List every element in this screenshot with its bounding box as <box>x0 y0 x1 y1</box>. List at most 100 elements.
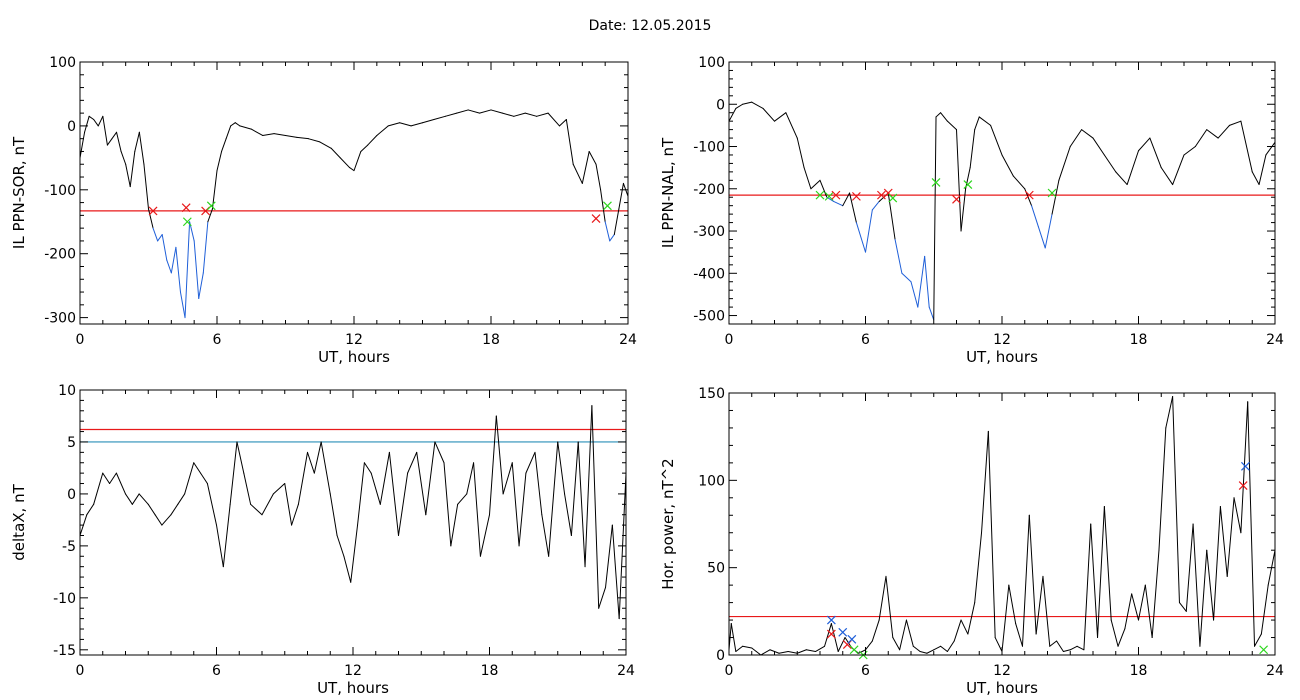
series-segment <box>598 586 607 609</box>
series-segment <box>605 524 613 588</box>
y-tick-label: -300 <box>44 311 76 327</box>
series-segment <box>106 138 113 146</box>
x-axis-label: UT, hours <box>318 348 390 366</box>
series-segment <box>148 208 154 229</box>
x-tick-label: 24 <box>617 663 635 679</box>
series-segment <box>1251 171 1260 186</box>
series-segment <box>901 272 912 283</box>
series-segment <box>1151 549 1160 639</box>
marker-red <box>851 191 861 201</box>
series-segment <box>1149 137 1162 169</box>
x-tick-label: 0 <box>725 332 734 348</box>
series-segment <box>994 637 1003 653</box>
marker-stroke <box>826 615 836 625</box>
series-segment <box>513 112 526 117</box>
series-segment <box>184 462 195 495</box>
series-segment <box>216 524 224 568</box>
series-segment <box>1247 401 1256 647</box>
marker-green <box>815 190 825 200</box>
y-tick-label: 0 <box>716 648 725 664</box>
series-segment <box>116 131 122 152</box>
series-segment <box>1138 137 1151 152</box>
series-segment <box>297 451 308 505</box>
series-segment <box>236 441 245 474</box>
series-segment <box>206 483 217 526</box>
series-segment <box>584 405 593 568</box>
series-segment <box>609 234 615 242</box>
series-segment <box>990 124 1003 156</box>
series-segment <box>444 112 458 117</box>
series-segment <box>1008 584 1017 625</box>
x-tick-label: 18 <box>1130 332 1148 348</box>
series-segment <box>296 136 309 140</box>
series-segment <box>222 503 231 568</box>
series-segment <box>125 163 131 188</box>
series-segment <box>250 128 264 136</box>
marker-stroke <box>182 217 192 227</box>
series-segment <box>1021 514 1030 647</box>
series-segment <box>138 493 149 505</box>
x-axis-label: UT, hours <box>317 679 389 697</box>
series-segment <box>892 637 901 651</box>
series-segment <box>1083 523 1092 651</box>
series-segment <box>865 640 873 651</box>
series-segment <box>339 157 350 168</box>
series-segment <box>479 109 492 114</box>
series-segment <box>1058 146 1071 181</box>
series-segment <box>1126 150 1139 186</box>
series-segment <box>940 112 948 122</box>
series-segment <box>193 462 202 474</box>
x-tick-label: 24 <box>619 332 637 348</box>
series-segment <box>987 430 996 639</box>
x-tick-label: 0 <box>76 663 85 679</box>
series-segment <box>115 472 126 495</box>
series-segment <box>221 138 227 152</box>
y-tick-label: 0 <box>67 119 76 135</box>
series-segment <box>885 575 894 639</box>
series-segment <box>730 623 737 653</box>
series-segment <box>933 645 942 651</box>
series-segment <box>1103 154 1117 173</box>
series-segment <box>239 125 252 130</box>
series-segment <box>152 227 159 242</box>
series-segment <box>143 163 149 210</box>
series-segment <box>319 141 332 149</box>
series-segment <box>320 441 331 495</box>
series-segment <box>285 134 298 138</box>
series-segment <box>865 209 873 253</box>
series-segment <box>457 493 468 505</box>
series-segment <box>80 131 86 159</box>
series-segment <box>548 441 559 557</box>
series-segment <box>618 182 624 210</box>
marker-stroke <box>931 178 941 187</box>
series-segment <box>946 120 957 131</box>
series-segment <box>1258 154 1267 186</box>
series-segment <box>456 109 469 114</box>
series-segment <box>1172 154 1185 186</box>
series-segment <box>785 112 798 139</box>
series-segment <box>234 122 241 127</box>
series-segment <box>910 281 919 308</box>
series-segment <box>1229 120 1242 126</box>
series-segment <box>956 129 962 232</box>
marker-red <box>831 190 841 200</box>
series-segment <box>735 103 744 109</box>
series-segment <box>1081 129 1094 139</box>
marker-stroke <box>591 214 601 223</box>
series-segment <box>742 101 753 105</box>
x-axis-label: UT, hours <box>966 679 1038 697</box>
series-segment <box>243 472 252 505</box>
y-tick-label: 10 <box>58 383 76 399</box>
x-tick-label: 18 <box>1130 663 1148 679</box>
series-group <box>80 405 626 620</box>
series-segment <box>1138 584 1146 621</box>
series-segment <box>1097 506 1105 639</box>
series-segment <box>161 514 172 526</box>
series-segment <box>198 272 204 299</box>
series-segment <box>179 291 186 319</box>
series-segment <box>157 234 163 242</box>
series-segment <box>917 255 926 308</box>
series-segment <box>1185 523 1194 612</box>
chart-panel-hor_power: 0 6 12 18 24 150 100 50 0 UT, hours Hor. power, nT… <box>659 386 1284 697</box>
series-segment <box>1015 623 1023 647</box>
